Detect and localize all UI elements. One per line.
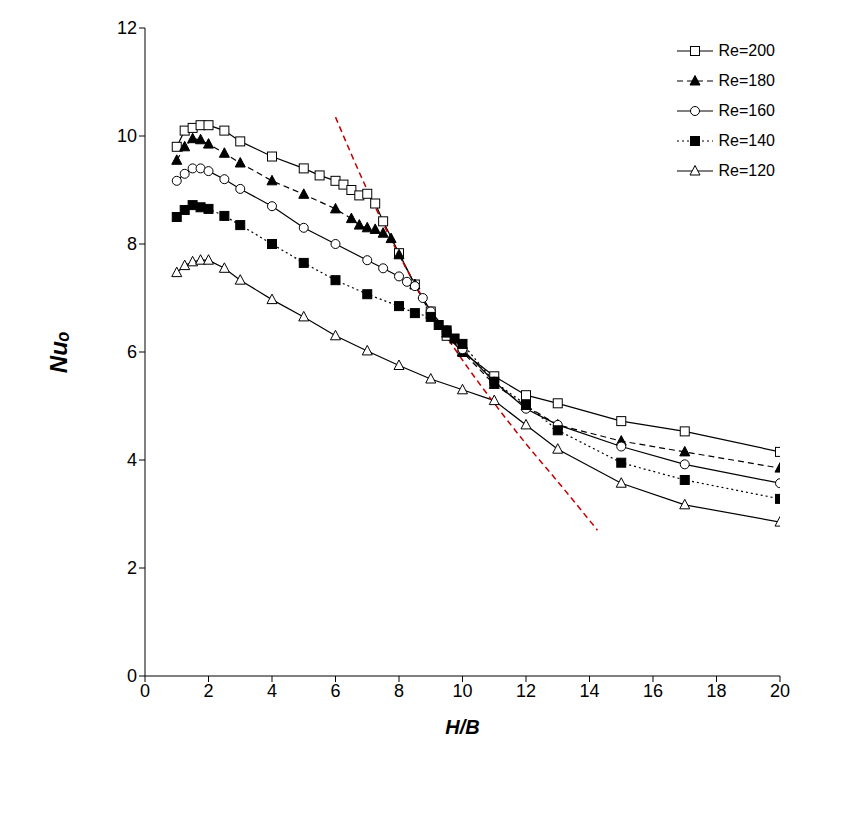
html-text:Re=120: Re=120 [718,162,775,179]
svg-text:18: 18 [706,681,726,701]
svg-text:0: 0 [140,681,150,701]
svg-text:16: 16 [643,681,663,701]
svg-text:6: 6 [330,681,340,701]
svg-text:10: 10 [117,126,137,146]
svg-text:6: 6 [127,342,137,362]
svg-text:0: 0 [127,666,137,686]
html-text:Re=160: Re=160 [718,102,775,119]
svg-text:14: 14 [579,681,599,701]
html-text:Re=140: Re=140 [718,132,775,149]
svg-text:2: 2 [127,558,137,578]
svg-text:20: 20 [770,681,790,701]
svg-text:12: 12 [117,18,137,38]
svg-text:H/B: H/B [445,716,479,738]
html-text:Re=180: Re=180 [718,72,775,89]
svg-text:10: 10 [452,681,472,701]
svg-text:2: 2 [203,681,213,701]
svg-text:8: 8 [394,681,404,701]
svg-text:12: 12 [516,681,536,701]
svg-text:8: 8 [127,234,137,254]
svg-text:4: 4 [127,450,137,470]
html-text:Re=200: Re=200 [718,42,775,59]
svg-text:4: 4 [267,681,277,701]
svg-text:Nuₒ: Nuₒ [45,331,72,373]
